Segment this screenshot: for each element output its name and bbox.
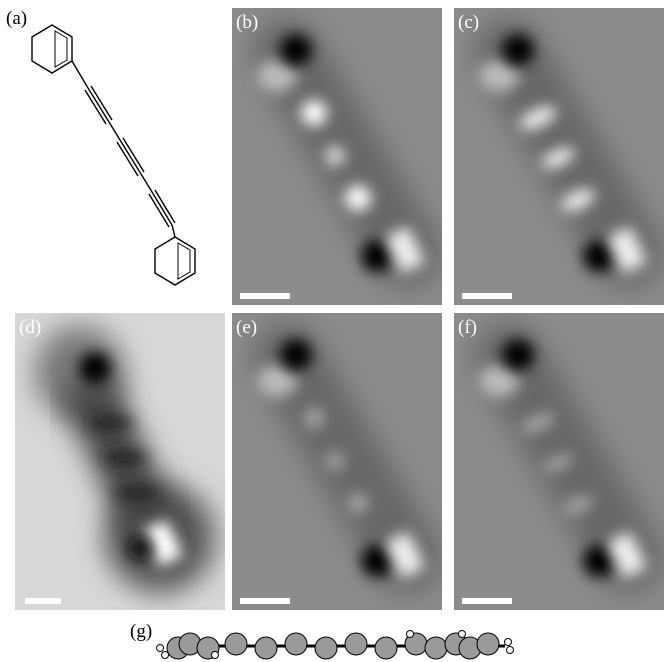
side-view — [157, 631, 514, 660]
hydrogen — [407, 631, 414, 638]
hydrogen — [162, 652, 169, 659]
hydrogen — [505, 639, 512, 646]
structure — [32, 25, 195, 285]
atom — [375, 637, 397, 659]
hydrogen — [157, 645, 164, 652]
panel-image: (c) — [454, 8, 664, 305]
atom — [225, 633, 247, 655]
figure: (a) (b) (c) (d) — [0, 0, 664, 662]
atom — [425, 637, 447, 659]
atom — [315, 637, 337, 659]
panel-image: (f) — [454, 313, 664, 610]
atom — [255, 637, 277, 659]
panel-label: (c) — [458, 12, 479, 33]
atom — [477, 633, 499, 655]
atom — [345, 633, 367, 655]
panel-label: (f) — [458, 317, 477, 338]
panel-image: (d) — [15, 313, 225, 610]
panel-image: (b) — [232, 8, 442, 305]
hydrogen — [507, 647, 514, 654]
panel-label: (a) — [6, 8, 27, 29]
panel-label: (d) — [19, 317, 41, 338]
atom — [285, 633, 307, 655]
panel-image: (e) — [232, 313, 442, 610]
hydrogen — [212, 652, 219, 659]
panel-label: (e) — [236, 317, 257, 338]
hydrogen — [459, 631, 466, 638]
panel-label: (g) — [130, 621, 152, 642]
panel-label: (b) — [236, 12, 258, 33]
